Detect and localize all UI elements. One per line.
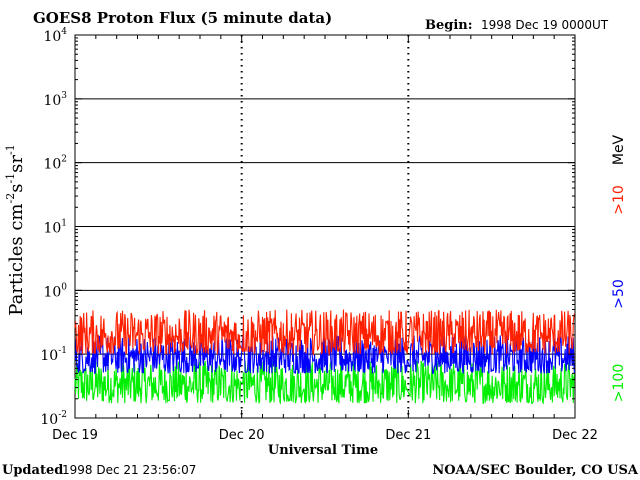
begin-label: Begin: (425, 18, 473, 33)
y-tick-label: 101 (43, 219, 67, 237)
credit-text: NOAA/SEC Boulder, CO USA (432, 463, 639, 478)
legend-unit: MeV (611, 134, 627, 165)
gridlines (75, 98, 575, 355)
legend-item: >50 (611, 279, 627, 309)
x-tick-label: Dec 21 (385, 428, 431, 443)
y-tick-label: 10-1 (40, 346, 67, 364)
x-axis-label: Universal Time (268, 443, 378, 458)
series-layer (74, 309, 575, 405)
legend-item: >100 (611, 364, 627, 402)
x-tick-label: Dec 20 (219, 428, 265, 443)
chart-title: GOES8 Proton Flux (5 minute data) (33, 9, 332, 27)
x-axis-ticks: Dec 19 Dec 20 Dec 21 Dec 22 (52, 35, 598, 443)
x-tick-label: Dec 22 (552, 428, 598, 443)
y-tick-label: 10-2 (40, 410, 67, 428)
series-line-gt100 (74, 360, 575, 405)
legend-item: >10 (611, 185, 627, 215)
series-line-gt10 (74, 309, 575, 357)
y-axis-ticks: 10-2 10-1 100 101 102 103 104 (40, 27, 575, 428)
updated-value: 1998 Dec 21 23:56:07 (62, 463, 196, 477)
y-axis-label: Particles cm-2s-1sr-1 (4, 144, 27, 315)
y-tick-label: 104 (43, 27, 67, 45)
y-tick-label: 103 (43, 91, 67, 109)
y-tick-label: 100 (43, 282, 67, 300)
x-tick-label: Dec 19 (52, 428, 98, 443)
begin-value: 1998 Dec 19 0000UT (481, 18, 609, 32)
legend: >100 >50 >10 MeV (611, 134, 627, 402)
y-tick-label: 102 (43, 155, 67, 173)
updated-label: Updated (2, 463, 63, 478)
